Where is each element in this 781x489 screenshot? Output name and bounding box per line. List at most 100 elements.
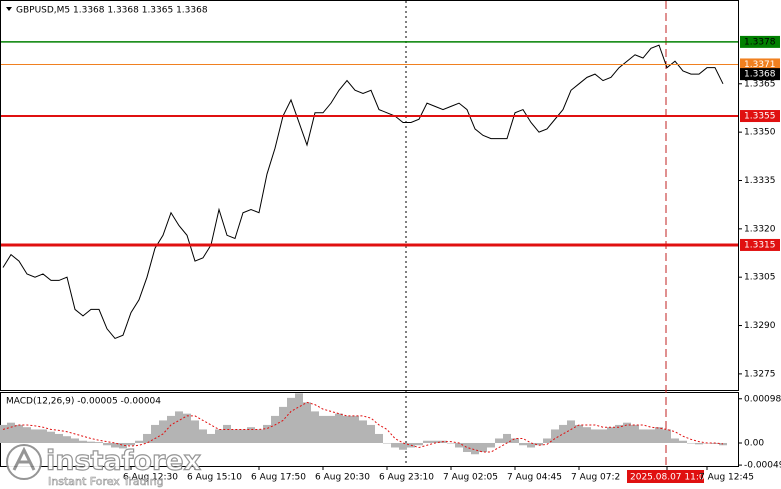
macd-bar: [0, 424, 7, 443]
macd-bar: [447, 442, 455, 444]
current-price-box: [740, 68, 780, 81]
macd-bar: [55, 433, 63, 443]
macd-bar: [167, 415, 175, 443]
macd-bar: [431, 440, 439, 443]
y-tick-label: 0.00: [744, 438, 764, 448]
macd-bar: [471, 442, 479, 455]
watermark-name: instaforex: [46, 446, 201, 477]
macd-bar: [327, 415, 335, 443]
macd-bar: [375, 433, 383, 443]
macd-bar: [247, 427, 255, 443]
macd-bar: [23, 427, 31, 443]
x-tick-label: 7 Aug 12:45: [699, 473, 754, 483]
time-marker-box: [627, 470, 704, 483]
macd-bar: [487, 442, 495, 448]
macd-bar: [455, 442, 463, 448]
macd-bar: [343, 415, 351, 443]
macd-bar: [655, 427, 663, 443]
y-tick-label: 1.3350: [744, 128, 776, 138]
macd-bar: [191, 420, 199, 443]
price-line: [2, 44, 724, 340]
macd-bar: [687, 442, 695, 444]
macd-bar: [679, 440, 687, 443]
plot-layer: 1.3365 1.3350 1.3335 1.3320 1.3305 1.3290 1.32…: [0, 35, 781, 483]
macd-bar: [63, 436, 71, 443]
macd-bar: [719, 442, 727, 446]
macd-bar: [271, 415, 279, 443]
macd-bar: [519, 442, 527, 446]
macd-bar: [127, 442, 135, 446]
level-label-box: [740, 58, 780, 71]
x-tick-label: 6 Aug 17:50: [251, 473, 306, 483]
macd-bar: [207, 433, 215, 443]
macd-bar: [95, 442, 103, 443]
macd-bar: [567, 420, 575, 443]
macd-bar: [223, 424, 231, 443]
macd-bar: [695, 442, 703, 445]
macd-bar: [287, 397, 295, 443]
x-tick-label: 7 Aug 02:05: [443, 473, 498, 483]
macd-bar: [559, 424, 567, 443]
level-label: 1.3355: [744, 112, 776, 122]
macd-bar: [199, 429, 207, 443]
macd-bar: [111, 442, 119, 448]
x-tick-label: 6 Aug 12:30: [123, 473, 178, 483]
watermark-tagline: Instant Forex Trading: [48, 475, 164, 488]
x-tick-label: 6 Aug 20:30: [315, 473, 370, 483]
x-tick-label: 2025.08.07 11:00: [630, 473, 711, 483]
macd-bar: [623, 422, 631, 443]
y-tick-label: 1.3365: [744, 79, 776, 89]
macd-bar: [503, 433, 511, 443]
macd-bar: [335, 413, 343, 443]
macd-bar: [215, 429, 223, 443]
macd-bar: [31, 429, 39, 443]
macd-bar: [47, 431, 55, 443]
macd-bar: [255, 429, 263, 443]
y-tick-label: -0.00049: [744, 461, 781, 471]
macd-bar: [279, 406, 287, 443]
macd-bar: [663, 429, 671, 443]
x-tick-label: 6 Aug 15:10: [187, 473, 242, 483]
macd-bar: [543, 438, 551, 443]
macd-bar: [175, 411, 183, 443]
x-tick-label: 6 Aug 23:10: [379, 473, 434, 483]
y-tick-label: 1.3335: [744, 176, 776, 186]
chart-title: GBPUSD,M5 1.3368 1.3368 1.3365 1.3368: [16, 6, 208, 16]
macd-bar: [591, 429, 599, 443]
macd-bar: [303, 402, 311, 443]
price-panel: [0, 0, 739, 391]
macd-bar: [607, 427, 615, 443]
macd-bar: [7, 422, 15, 443]
x-tick-label: 7 Aug 07:2: [571, 473, 620, 483]
macd-bar: [15, 424, 23, 443]
macd-bar: [311, 411, 319, 443]
macd-bar: [599, 429, 607, 443]
y-tick-label: 0.00098: [744, 394, 781, 404]
macd-bar: [367, 424, 375, 443]
macd-bar: [319, 415, 327, 443]
level-label: 1.3378: [744, 37, 776, 47]
macd-bar: [391, 442, 399, 448]
macd-bar: [383, 442, 391, 444]
y-tick-label: 1.3305: [744, 273, 776, 283]
macd-bar: [423, 440, 431, 443]
macd-bar: [295, 393, 303, 443]
macd-bar: [575, 424, 583, 443]
y-tick-label: 1.3320: [744, 224, 776, 234]
macd-bar: [351, 415, 359, 443]
macd-bar: [671, 438, 679, 443]
level-label-box: [740, 110, 780, 123]
macd-bar: [639, 429, 647, 443]
macd-bar: [119, 442, 127, 449]
macd-bar: [79, 440, 87, 443]
x-tick-label: 7 Aug 04:45: [507, 473, 562, 483]
macd-bar: [551, 429, 559, 443]
macd-bar: [263, 424, 271, 443]
macd-bar: [583, 427, 591, 443]
current-price-label: 1.3368: [744, 70, 776, 80]
menu-arrow: [6, 7, 12, 11]
macd-bar: [415, 442, 423, 446]
macd-bar: [39, 429, 47, 443]
macd-bar: [143, 433, 151, 443]
macd-bar: [527, 442, 535, 448]
